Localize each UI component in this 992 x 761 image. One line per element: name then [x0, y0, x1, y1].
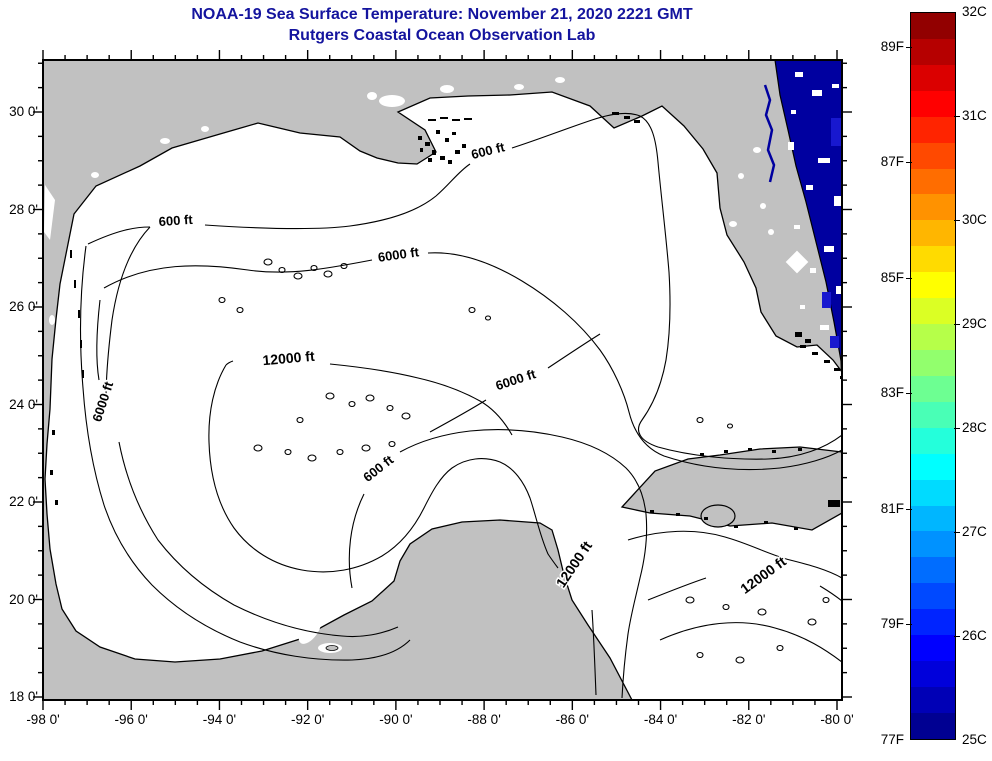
colorbar-tick: [906, 162, 912, 164]
y-tick-label: 28 0': [9, 201, 38, 217]
colorbar-celsius-label: 28C: [962, 420, 987, 435]
page-subtitle: Rutgers Coastal Ocean Observation Lab: [288, 27, 596, 44]
y-tick-label: 22 0': [9, 494, 38, 509]
islet: [325, 645, 339, 651]
colorbar-tick: [906, 508, 912, 510]
colorbar-band: [911, 609, 955, 636]
colorbar-band: [911, 246, 955, 273]
colorbar-band: [911, 686, 955, 713]
isla-de-la-juventud: [700, 504, 736, 528]
colorbar-celsius-label: 29C: [962, 316, 987, 331]
colorbar-fahrenheit-label: 81F: [880, 500, 904, 516]
x-tick-label: -94 0': [202, 712, 237, 727]
colorbar-band: [911, 401, 955, 428]
warm-stream-patch: [822, 292, 831, 308]
colorbar-tick: [906, 46, 912, 48]
colorbar-tick: [954, 324, 960, 325]
y-tick-label: 24 0': [9, 396, 38, 412]
colorbar-celsius-label: 25C: [962, 732, 987, 747]
colorbar-band: [911, 272, 955, 299]
colorbar-celsius-label: 27C: [962, 524, 987, 539]
contour-label: 600 ft: [158, 212, 194, 229]
colorbar-band: [911, 168, 955, 195]
colorbar-band: [911, 479, 955, 506]
colorbar-band: [911, 90, 955, 117]
colorbar-celsius-label: 31C: [962, 108, 987, 123]
colorbar-fahrenheit-label: 89F: [880, 38, 904, 54]
colorbar-tick: [954, 532, 960, 533]
x-tick-label: -90 0': [379, 712, 413, 727]
x-tick-label: -84 0': [643, 712, 678, 727]
lakes-and-land-clouds: [44, 77, 809, 653]
colorbar-tick: [906, 393, 912, 395]
colorbar-celsius-label: 32C: [962, 4, 987, 19]
colorbar-band: [911, 712, 955, 739]
x-tick-label: -86 0': [555, 712, 589, 727]
x-tick-label: -80 0': [820, 712, 854, 727]
colorbar-band: [911, 298, 955, 325]
colorbar-tick: [906, 277, 912, 279]
y-tick-label: 26 0': [9, 299, 38, 314]
x-tick-label: -98 0': [26, 712, 60, 727]
colorbar-band: [911, 64, 955, 91]
colorbar-band: [911, 427, 955, 454]
warm-stream-patch: [830, 336, 839, 348]
plot-frame: [42, 59, 843, 701]
cloud-flecks: [788, 72, 842, 330]
river: [763, 84, 776, 183]
colorbar-tick: [906, 624, 912, 626]
coastal-speckle: [50, 112, 842, 530]
colorbar-band: [911, 505, 955, 532]
colorbar-band: [911, 194, 955, 221]
colorbar-band: [911, 116, 955, 143]
colorbar-tick: [954, 116, 960, 117]
x-tick-label: -96 0': [114, 712, 148, 727]
colorbar-band: [911, 38, 955, 65]
y-tick-label: 20 0': [9, 591, 38, 607]
x-tick-label: -92 0': [290, 712, 325, 727]
colorbar-band: [911, 142, 955, 169]
colorbar-band: [911, 583, 955, 610]
bathymetry-contours: [80, 112, 842, 699]
colorbar-band: [911, 220, 955, 247]
colorbar-band: [911, 375, 955, 402]
colorbar-celsius-label: 30C: [962, 212, 987, 227]
colorbar-band: [911, 557, 955, 584]
page-title: NOAA-19 Sea Surface Temperature: Novembe…: [191, 6, 693, 23]
colorbar: [910, 12, 956, 740]
x-tick-label: -82 0': [732, 712, 766, 727]
colorbar-tick: [954, 428, 960, 429]
colorbar-fahrenheit-label: 87F: [880, 154, 904, 170]
islands: [700, 504, 736, 528]
colorbar-celsius-label: 26C: [962, 628, 987, 643]
colorbar-band: [911, 13, 955, 39]
colorbar-fahrenheit-label: 77F: [880, 732, 904, 747]
contour-label: 6000 ft: [377, 244, 421, 265]
atlantic-water-region: [763, 60, 842, 391]
warm-stream-patch: [831, 118, 842, 146]
colorbar-tick: [954, 636, 960, 637]
x-tick-label: -88 0': [467, 712, 501, 727]
colorbar-tick: [954, 220, 960, 221]
colorbar-fahrenheit-label: 85F: [880, 269, 904, 285]
colorbar-fahrenheit-label: 83F: [880, 385, 904, 401]
contour-label: 12000 ft: [262, 348, 316, 369]
y-tick-label: 18 0': [9, 689, 38, 704]
colorbar-band: [911, 661, 955, 687]
colorbar-band: [911, 531, 955, 558]
colorbar-band: [911, 324, 955, 350]
y-tick-label: 30 0': [9, 104, 38, 119]
colorbar-band: [911, 349, 955, 376]
title-block: NOAA-19 Sea Surface Temperature: Novembe…: [0, 4, 884, 46]
colorbar-fahrenheit-label: 79F: [880, 616, 904, 632]
colorbar-band: [911, 453, 955, 480]
colorbar-band: [911, 635, 955, 662]
